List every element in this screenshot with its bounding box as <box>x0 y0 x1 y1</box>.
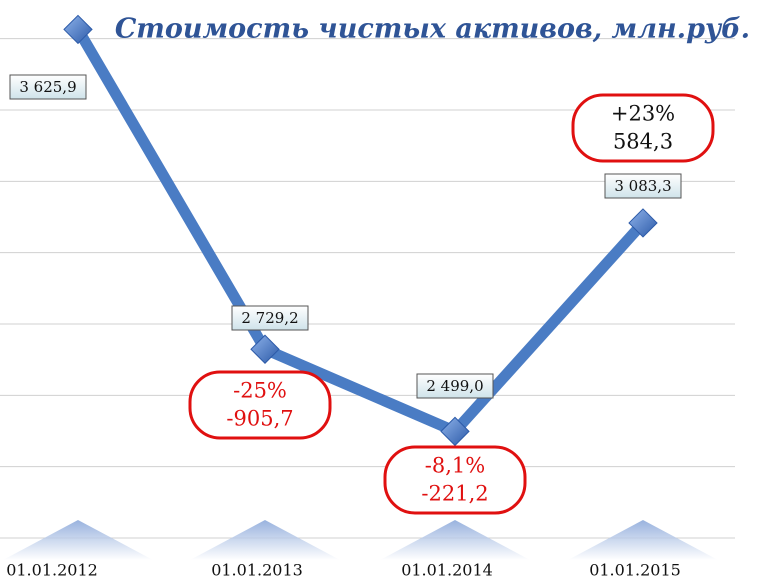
axis-decoration <box>380 520 530 560</box>
x-tick-label: 01.01.2012 <box>6 561 98 580</box>
value-label-box <box>604 173 682 199</box>
marker <box>250 334 280 364</box>
annotation-box <box>383 445 527 515</box>
axis-decoration <box>190 520 340 560</box>
x-tick-label: 01.01.2014 <box>401 561 493 580</box>
axis-decoration <box>3 520 153 560</box>
line <box>73 26 648 437</box>
value-label-box <box>9 74 87 100</box>
value-label: 3 625,9 <box>19 78 76 96</box>
marker <box>63 14 93 45</box>
value-label: 3 083,3 <box>614 177 671 195</box>
x-tick-label: 01.01.2015 <box>589 561 681 580</box>
x-tick-label: 01.01.2013 <box>211 561 303 580</box>
value-label-box <box>231 305 309 331</box>
annotation-box <box>571 93 715 163</box>
axis-decoration <box>568 520 718 560</box>
annotation-text: -905,7 <box>226 407 293 431</box>
chart-title: Стоимость чистых активов, млн.руб. <box>115 14 750 45</box>
annotation-text: -221,2 <box>421 482 488 506</box>
value-label: 2 729,2 <box>241 309 298 327</box>
annotation-box <box>188 370 332 440</box>
annotation-text: -8,1% <box>425 454 485 478</box>
annotation-text: +23% <box>611 102 675 126</box>
marker <box>628 208 658 238</box>
value-label: 2 499,0 <box>426 377 483 395</box>
annotation-text: -25% <box>233 379 287 403</box>
value-label-box <box>416 373 494 399</box>
marker <box>440 416 470 447</box>
annotation-text: 584,3 <box>613 130 673 154</box>
